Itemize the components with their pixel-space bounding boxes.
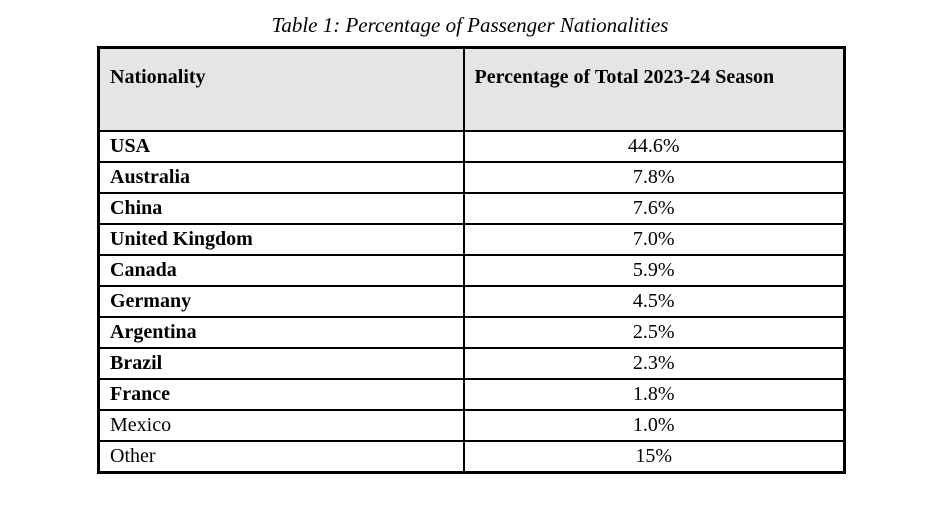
table-row: Mexico 1.0% bbox=[97, 409, 846, 443]
percentage-cell: 44.6% bbox=[462, 130, 846, 164]
percentage-cell: 2.3% bbox=[462, 347, 846, 381]
percentage-cell: 7.0% bbox=[462, 223, 846, 257]
header-nationality: Nationality bbox=[97, 46, 465, 133]
nationality-cell: France bbox=[97, 378, 465, 412]
table-row: Argentina 2.5% bbox=[97, 316, 846, 350]
nationality-cell: United Kingdom bbox=[97, 223, 465, 257]
percentage-cell: 7.8% bbox=[462, 161, 846, 195]
percentage-cell: 4.5% bbox=[462, 285, 846, 319]
percentage-cell: 5.9% bbox=[462, 254, 846, 288]
nationality-cell: Germany bbox=[97, 285, 465, 319]
table-row: Other 15% bbox=[97, 440, 846, 474]
header-row: Nationality Percentage of Total 2023-24 … bbox=[97, 46, 846, 133]
table-row: USA 44.6% bbox=[97, 130, 846, 164]
table-row: France 1.8% bbox=[97, 378, 846, 412]
nationality-cell: Australia bbox=[97, 161, 465, 195]
percentage-cell: 1.8% bbox=[462, 378, 846, 412]
table-caption: Table 1: Percentage of Passenger Nationa… bbox=[271, 13, 669, 37]
percentage-cell: 7.6% bbox=[462, 192, 846, 226]
nationality-cell: USA bbox=[97, 130, 465, 164]
table-row: Australia 7.8% bbox=[97, 161, 846, 195]
nationality-cell: Mexico bbox=[97, 409, 465, 443]
table-body: USA 44.6% Australia 7.8% China 7.6% United Kin… bbox=[97, 130, 846, 474]
nationality-cell: Canada bbox=[97, 254, 465, 288]
nationality-cell: Brazil bbox=[97, 347, 465, 381]
table-header: Nationality Percentage of Total 2023-24 … bbox=[97, 46, 846, 133]
nationality-cell: Argentina bbox=[97, 316, 465, 350]
nationality-cell: Other bbox=[97, 440, 465, 474]
percentage-cell: 2.5% bbox=[462, 316, 846, 350]
nationalities-table: Nationality Percentage of Total 2023-24 … bbox=[97, 46, 846, 475]
nationality-cell: China bbox=[97, 192, 465, 226]
percentage-cell: 15% bbox=[462, 440, 846, 474]
header-percentage: Percentage of Total 2023-24 Season bbox=[462, 46, 846, 133]
table-row: Brazil 2.3% bbox=[97, 347, 846, 381]
table-row: China 7.6% bbox=[97, 192, 846, 226]
table-row: Germany 4.5% bbox=[97, 285, 846, 319]
percentage-cell: 1.0% bbox=[462, 409, 846, 443]
table-row: United Kingdom 7.0% bbox=[97, 223, 846, 257]
table-row: Canada 5.9% bbox=[97, 254, 846, 288]
